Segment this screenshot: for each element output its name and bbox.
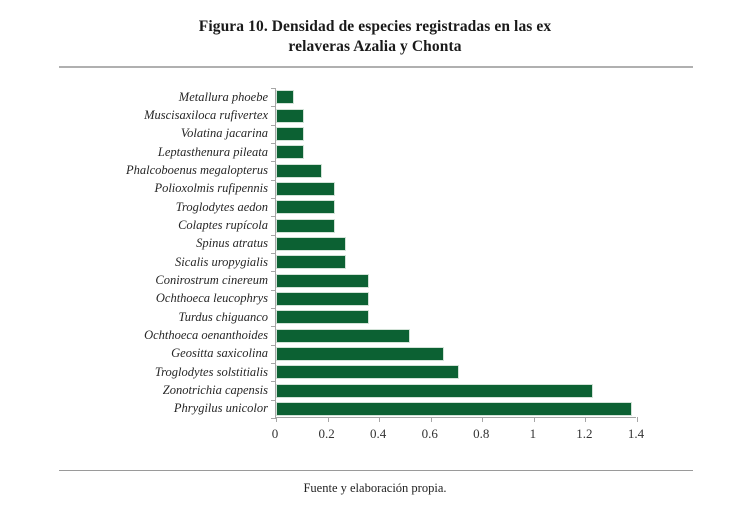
bar-ochthoeca-leucophrys — [276, 291, 369, 306]
category-label: Ochthoeca oenanthoides — [144, 327, 268, 342]
x-axis-tick-label: 1.2 — [576, 426, 593, 441]
x-axis-tick — [430, 417, 432, 422]
category-label: Troglodytes solstitialis — [154, 364, 268, 379]
x-axis-tick-label: 0.4 — [370, 426, 387, 441]
x-axis-tick-label: 0.6 — [421, 426, 438, 441]
bottom-divider — [59, 470, 693, 471]
source-note: Fuente y elaboración propia. — [303, 481, 447, 495]
x-axis-tick-label: 1.4 — [627, 426, 645, 441]
category-axis-labels: Metallura phoebe Muscisaxiloca rufivertex… — [0, 88, 268, 418]
category-label: Sicalis uropygialis — [175, 254, 268, 269]
y-axis-tick — [271, 253, 276, 254]
category-label: Colaptes rupícola — [178, 217, 268, 232]
bar-phrygilus-unicolor — [276, 401, 632, 416]
x-axis-tick — [585, 417, 587, 422]
category-label: Spinus atratus — [196, 236, 268, 251]
bar-leptasthenura-pileata — [276, 145, 305, 160]
bar-chart-plot-area — [271, 88, 638, 422]
y-axis-tick — [271, 363, 276, 364]
x-axis-tick — [379, 417, 381, 422]
y-axis-tick — [271, 198, 276, 199]
x-axis-tick — [533, 417, 535, 422]
bar-colaptes-rup-cola — [276, 218, 336, 233]
bar-polioxolmis-rufipennis — [276, 181, 336, 196]
x-axis-tick — [637, 417, 638, 422]
bar-troglodytes-solstitialis — [276, 365, 460, 380]
y-axis-tick — [271, 216, 276, 218]
y-axis-tick — [271, 161, 276, 163]
x-axis-tick-label: 0 — [271, 426, 279, 441]
y-axis-tick — [271, 399, 276, 401]
category-label: Turdus chiguanco — [178, 309, 268, 324]
category-label: Ochthoeca leucophrys — [155, 291, 268, 306]
bar-phalcoboenus-megalopterus — [276, 163, 323, 178]
y-axis-tick — [271, 381, 276, 383]
bar-muscisaxiloca-rufivertex — [276, 108, 305, 123]
x-axis-tick — [327, 417, 329, 422]
category-label: Geositta saxicolina — [171, 346, 268, 361]
y-axis-tick — [271, 326, 276, 328]
bar-troglodytes-aedon — [276, 200, 336, 215]
bar-geositta-saxicolina — [276, 346, 444, 361]
bar-zonotrichia-capensis — [276, 383, 594, 398]
x-axis-tick — [276, 417, 277, 422]
y-axis-tick — [271, 179, 276, 181]
y-axis-tick — [271, 88, 276, 89]
x-axis-tick-label: 1 — [529, 426, 537, 441]
y-axis-tick — [271, 106, 276, 108]
top-divider — [59, 66, 693, 68]
bar-sicalis-uropygialis — [276, 255, 346, 270]
x-axis-tick-label: 0.8 — [473, 426, 490, 441]
y-axis-tick — [271, 234, 276, 236]
category-label: Conirostrum cinereum — [155, 272, 268, 287]
bar-ochthoeca-oenanthoides — [276, 328, 411, 343]
bar-spinus-atratus — [276, 236, 346, 251]
x-axis-tick-label: 0.2 — [318, 426, 335, 441]
figure-title-line2: relaveras Azalia y Chonta — [288, 38, 462, 56]
category-label: Leptasthenura pileata — [157, 144, 268, 159]
category-label: Muscisaxiloca rufivertex — [144, 107, 268, 122]
category-label: Zonotrichia capensis — [162, 382, 268, 397]
figure-title: Figura 10. Densidad de especies registra… — [0, 17, 750, 58]
category-label: Troglodytes aedon — [175, 199, 268, 214]
bar-metallura-phoebe — [276, 90, 295, 105]
bar-volatina-jacarina — [276, 126, 305, 141]
category-label: Phalcoboenus megalopterus — [126, 162, 268, 177]
x-axis-tick — [482, 417, 484, 422]
y-axis-tick — [271, 124, 276, 126]
y-axis-tick — [271, 271, 276, 273]
y-axis-tick — [271, 308, 276, 309]
y-axis-tick — [271, 344, 276, 346]
category-label: Metallura phoebe — [178, 89, 268, 104]
bar-turdus-chiguanco — [276, 310, 369, 325]
y-axis-tick — [271, 418, 276, 419]
category-label: Volatina jacarina — [180, 126, 268, 141]
y-axis-tick — [271, 143, 276, 144]
bar-conirostrum-cinereum — [276, 273, 369, 288]
figure-title-line1: Figura 10. Densidad de especies registra… — [198, 18, 552, 35]
category-label: Phrygilus unicolor — [173, 401, 268, 416]
category-label: Polioxolmis rufipennis — [154, 181, 268, 196]
y-axis-tick — [271, 289, 276, 291]
